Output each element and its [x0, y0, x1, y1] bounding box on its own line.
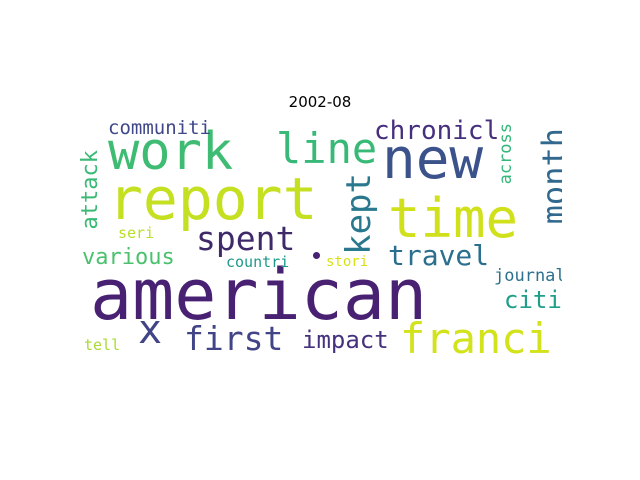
word-chronicl: chronicl: [374, 118, 500, 146]
word-countri: countri: [226, 253, 290, 271]
word-attack: attack: [80, 150, 103, 230]
word-travel: travel: [388, 239, 490, 272]
word-franci: franci: [400, 314, 552, 363]
word-x: x: [138, 307, 163, 353]
word-spent: spent: [196, 219, 296, 258]
chart-title: 2002-08: [288, 93, 352, 111]
word-work: work: [108, 122, 234, 182]
word-time: time: [388, 187, 519, 250]
word-impact: impact: [302, 326, 389, 354]
word-across: across: [496, 123, 516, 185]
dot-mark: [313, 252, 320, 259]
word-kept: kept: [339, 173, 379, 255]
word-american: american: [90, 254, 428, 336]
word-journal: journal: [494, 266, 562, 286]
word-cloud: american report time new work franci lin…: [80, 118, 562, 363]
word-first: first: [184, 319, 284, 358]
word-seri: seri: [118, 224, 155, 242]
word-stori: stori: [326, 254, 369, 270]
word-various: various: [82, 245, 175, 270]
word-month: month: [535, 128, 562, 225]
word-communiti: communiti: [108, 118, 211, 139]
word-citi: citi: [504, 286, 562, 314]
word-report: report: [108, 165, 318, 233]
word-tell: tell: [84, 336, 121, 354]
word-line: line: [276, 124, 378, 173]
word-new: new: [382, 127, 484, 192]
